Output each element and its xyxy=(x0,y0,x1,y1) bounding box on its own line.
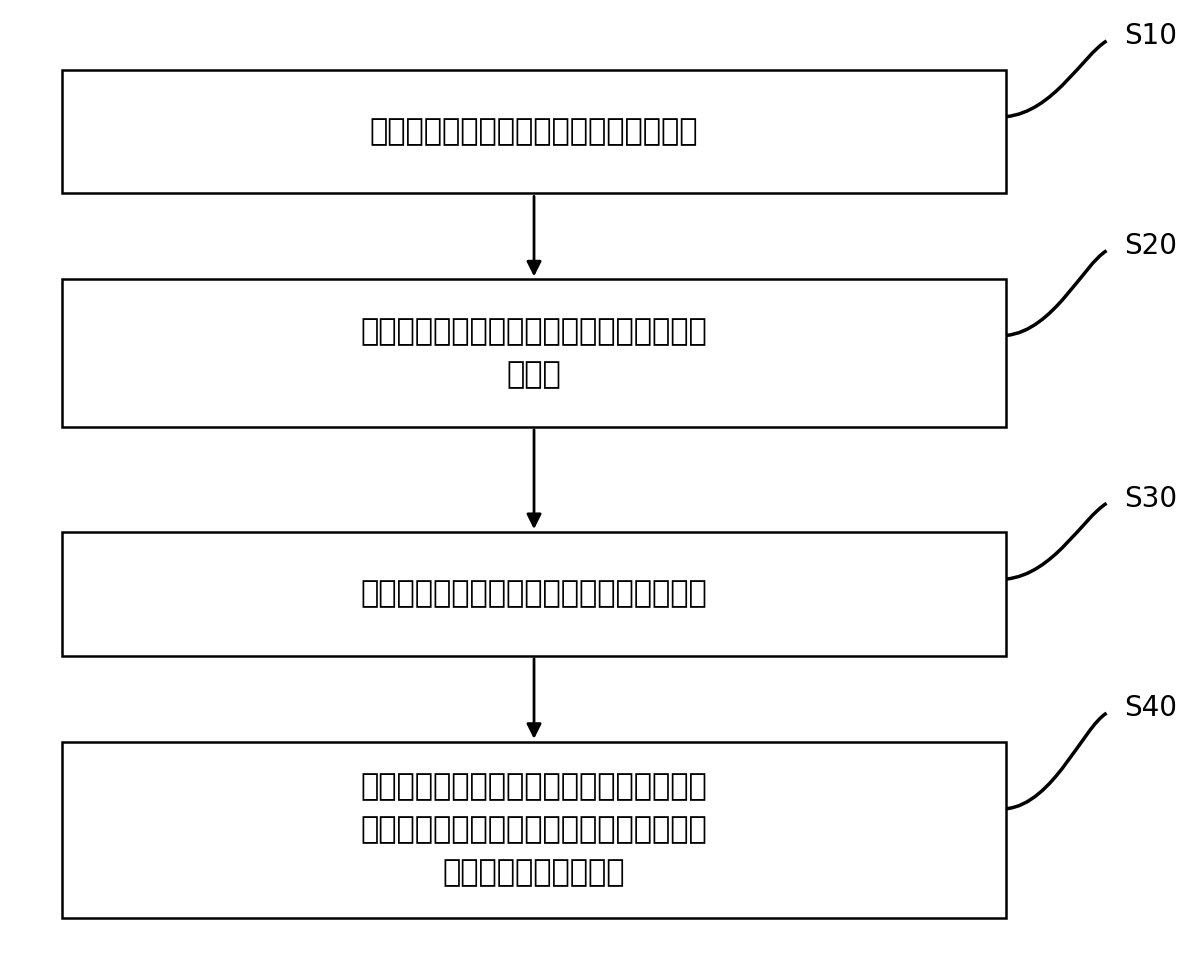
Text: S30: S30 xyxy=(1124,484,1177,512)
Text: S10: S10 xyxy=(1124,22,1177,50)
Text: 测量该检测电流下至少一个加热元件两端的
电压值: 测量该检测电流下至少一个加热元件两端的 电压值 xyxy=(360,317,707,389)
Text: 向加热元件提供一恒定电流作为检测电流: 向加热元件提供一恒定电流作为检测电流 xyxy=(370,117,698,146)
Text: S40: S40 xyxy=(1124,694,1177,722)
Text: S20: S20 xyxy=(1124,232,1177,260)
Bar xyxy=(62,279,1006,427)
Text: 调整给至少一个加热元件供应的电能，使至
少一个加热元件在检测电流下的电压值保持
在预设的电压阈值以下: 调整给至少一个加热元件供应的电能，使至 少一个加热元件在检测电流下的电压值保持 … xyxy=(360,773,707,887)
Bar xyxy=(62,741,1006,918)
Text: 将测量的电压值与预设的电压阈值进行比较: 将测量的电压值与预设的电压阈值进行比较 xyxy=(360,579,707,608)
Bar xyxy=(62,532,1006,656)
Bar xyxy=(62,69,1006,194)
